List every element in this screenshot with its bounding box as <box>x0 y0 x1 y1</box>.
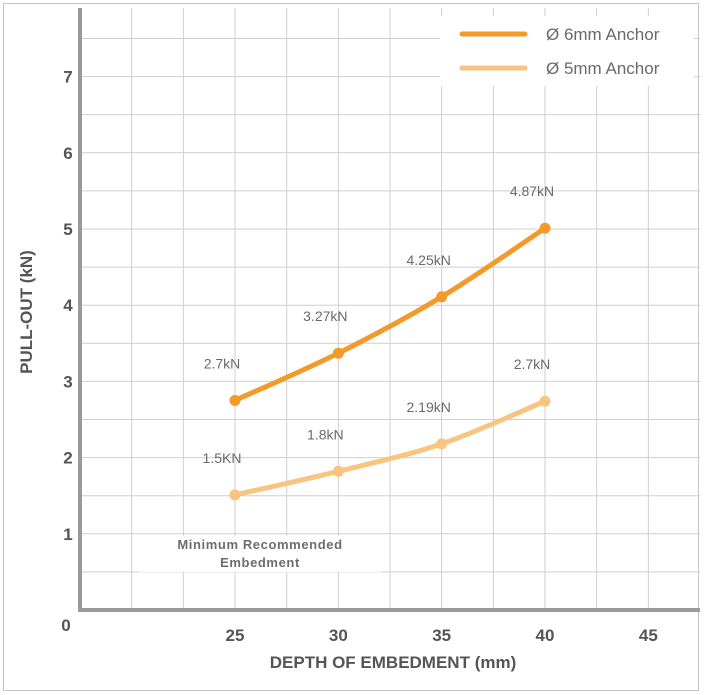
annotation-line-1: Minimum Recommended <box>177 537 342 552</box>
series-1: 1.5KN 1.8kN 2.19kN 2.7kN <box>203 356 551 501</box>
legend-background <box>440 16 694 86</box>
data-label: 4.25kN <box>406 252 450 268</box>
grid-lines <box>80 8 700 610</box>
data-point <box>229 394 241 406</box>
annotation-background <box>138 536 382 572</box>
legend: Ø 6mm Anchor Ø 5mm Anchor <box>459 25 660 78</box>
y-tick-label: 7 <box>63 68 72 87</box>
y-axis-label: PULL-OUT (kN) <box>17 250 36 374</box>
axes <box>78 8 700 612</box>
legend-label: Ø 5mm Anchor <box>546 59 660 78</box>
x-tick-label: 35 <box>432 626 451 645</box>
data-label: 1.5KN <box>203 450 242 466</box>
origin-label: 0 <box>61 616 70 635</box>
data-point <box>539 395 551 407</box>
x-axis-label: DEPTH OF EMBEDMENT (mm) <box>270 653 517 672</box>
x-tick-label: 25 <box>226 626 245 645</box>
series-line <box>232 225 548 403</box>
x-tick-label: 45 <box>639 626 658 645</box>
y-tick-label: 4 <box>63 296 73 315</box>
x-tick-label: 30 <box>329 626 348 645</box>
data-point <box>436 291 448 303</box>
legend-label: Ø 6mm Anchor <box>546 25 660 44</box>
annotation-line-2: Embedment <box>220 555 300 570</box>
y-tick-label: 1 <box>63 525 72 544</box>
data-label: 3.27kN <box>303 308 347 324</box>
y-tick-label: 5 <box>63 220 72 239</box>
y-tick-label: 3 <box>63 372 72 391</box>
data-point <box>539 222 551 234</box>
data-point <box>332 465 344 477</box>
data-label: 1.8kN <box>307 426 344 442</box>
y-tick-label: 6 <box>63 144 72 163</box>
data-label: 2.7kN <box>514 356 551 372</box>
x-tick-label: 40 <box>536 626 555 645</box>
data-label: 4.87kN <box>510 183 554 199</box>
data-point <box>332 347 344 359</box>
data-label: 2.19kN <box>406 399 450 415</box>
series-0: 2.7kN 3.27kN 4.25kN 4.87kN <box>204 183 554 406</box>
series-layer: 2.7kN3.27kN4.25kN4.87kN1.5KN1.8kN2.19kN2… <box>203 183 554 501</box>
series-line <box>232 398 548 498</box>
y-tick-label: 2 <box>63 449 72 468</box>
data-point <box>436 438 448 450</box>
data-point <box>229 489 241 501</box>
data-label: 2.7kN <box>204 355 241 371</box>
